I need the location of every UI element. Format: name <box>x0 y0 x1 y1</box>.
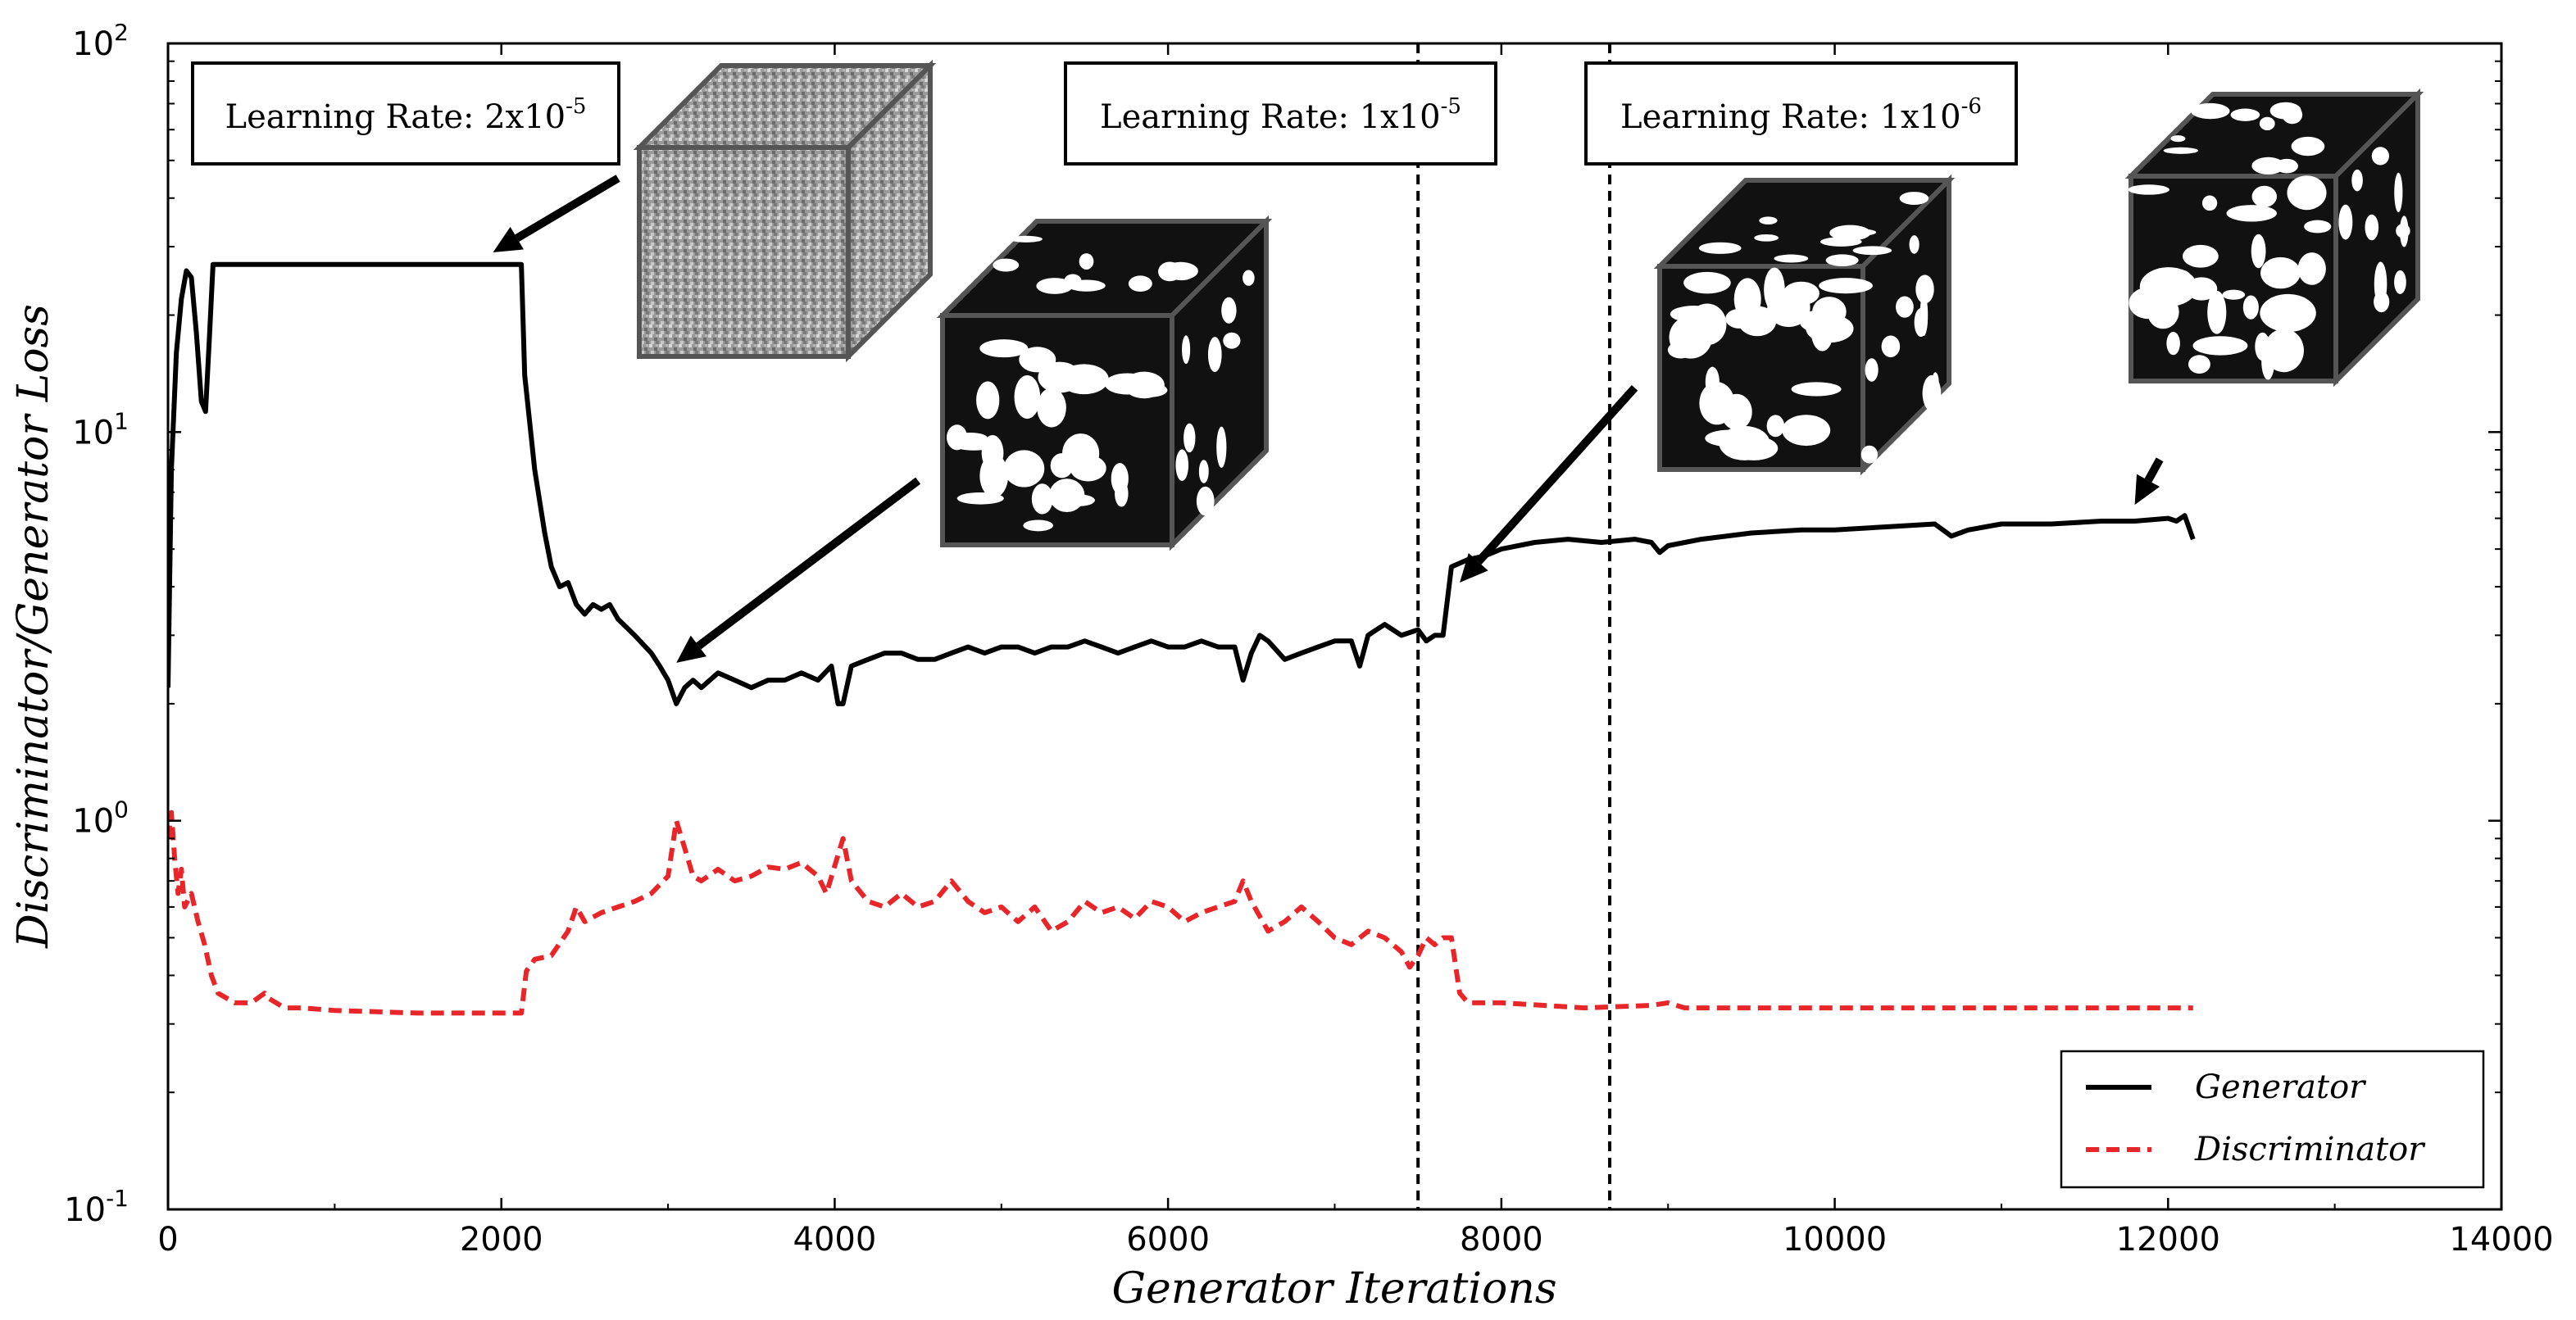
y-tick-label: 102 <box>72 19 129 63</box>
x-axis-ticks: 0 2000 4000 6000 8000 10000 12000 14000 <box>157 43 2554 1259</box>
x-tick-label: 0 <box>157 1221 178 1259</box>
early-structure-cube-image <box>936 215 1273 551</box>
x-tick-label: 6000 <box>1126 1221 1210 1259</box>
x-tick-label: 8000 <box>1460 1221 1543 1259</box>
learning-rate-annotations: Learning Rate: 2x10-5 Learning Rate: 1x10… <box>191 61 2018 166</box>
legend-generator-label: Generator <box>2195 1068 2367 1106</box>
annotation-arrow-1 <box>676 477 921 663</box>
legend-discriminator-label: Discriminator <box>2194 1131 2426 1168</box>
microstructure-cube-images <box>633 59 2424 551</box>
learning-rate-change-lines <box>1416 43 1612 1209</box>
x-axis-title: Generator Iterations <box>1111 1264 1556 1313</box>
learning-rate-text-2: Learning Rate: 1x10-6 <box>1620 94 1982 136</box>
final-structure-cube-image <box>2124 88 2424 388</box>
learning-rate-text-1: Learning Rate: 1x10-5 <box>1100 94 1461 136</box>
y-tick-label: 100 <box>72 796 129 841</box>
series-line-discriminator <box>168 810 2193 1016</box>
x-tick-label: 2000 <box>460 1221 543 1259</box>
plot-series <box>168 261 2196 1016</box>
series-line-generator <box>168 261 2196 706</box>
x-tick-label: 10000 <box>1783 1221 1887 1259</box>
learning-rate-text-0: Learning Rate: 2x10-5 <box>225 94 587 136</box>
noise-cube-image <box>633 59 937 363</box>
learning-rate-label-1: Learning Rate: 1x10-5 <box>1064 61 1497 166</box>
mid-structure-cube-image <box>1653 174 1956 476</box>
annotation-arrow-0 <box>493 175 620 253</box>
x-tick-label: 12000 <box>2116 1221 2220 1259</box>
legend: Generator Discriminator <box>2060 1050 2485 1189</box>
legend-box <box>2060 1050 2485 1189</box>
x-tick-label: 14000 <box>2449 1221 2553 1259</box>
y-tick-label: 101 <box>72 407 129 451</box>
annotation-arrow-3 <box>2134 457 2164 506</box>
y-axis-title: Discriminator/Generator Loss <box>9 304 58 949</box>
y-tick-label: 10-1 <box>64 1185 129 1229</box>
annotation-arrow-2 <box>1460 384 1638 583</box>
learning-rate-label-2: Learning Rate: 1x10-6 <box>1584 61 2018 166</box>
annotation-arrows <box>493 175 2164 663</box>
learning-rate-label-0: Learning Rate: 2x10-5 <box>191 61 620 166</box>
x-tick-label: 4000 <box>793 1221 877 1259</box>
